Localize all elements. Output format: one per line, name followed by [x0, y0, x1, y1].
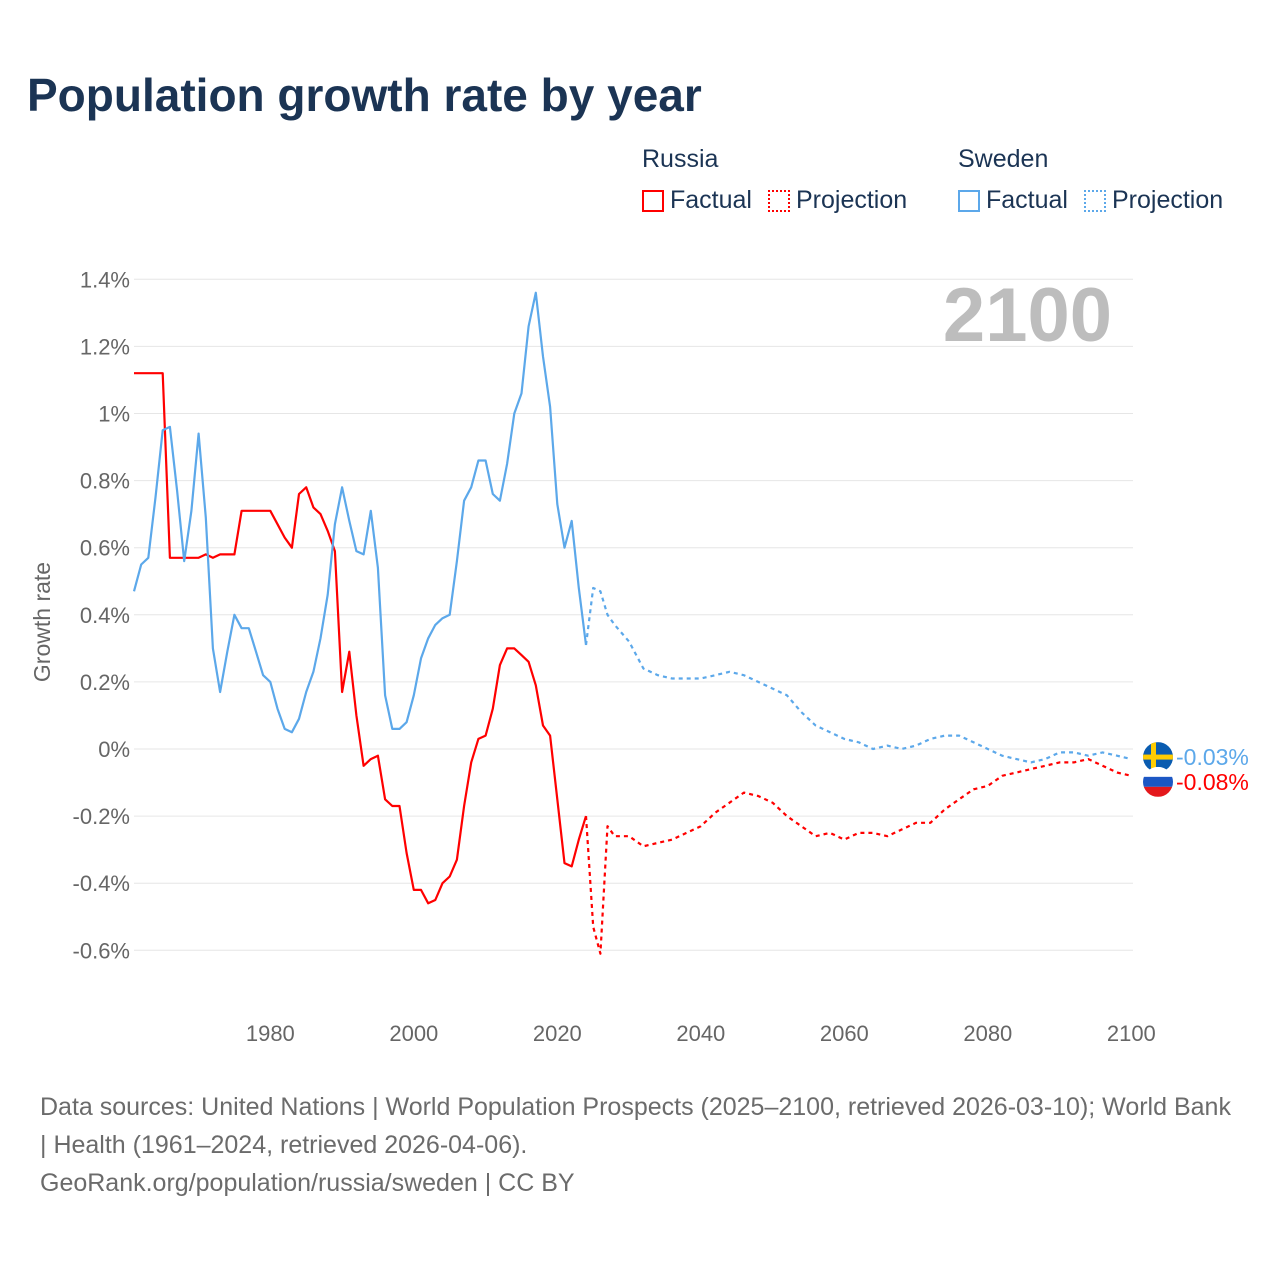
footer: Data sources: United Nations | World Pop…: [40, 1088, 1240, 1202]
y-tick-label: 1.2%: [80, 334, 130, 359]
series-line-sweden-factual: [132, 291, 588, 734]
legend-item-russia-factual[interactable]: Factual: [642, 186, 752, 215]
series-line-russia-projection: [584, 757, 1132, 955]
flag-stripe: [1143, 766, 1173, 777]
y-axis-label: Growth rate: [29, 562, 55, 682]
chart-title: Population growth rate by year: [27, 69, 702, 121]
flag-stripe: [1143, 786, 1173, 797]
legend-russia: Russia Factual Projection: [642, 145, 907, 215]
swatch-dotted-icon: [767, 189, 790, 212]
current-year-label: 2100: [942, 273, 1112, 358]
legend-item-sweden-factual[interactable]: Factual: [958, 186, 1068, 215]
x-tick-label: 2080: [963, 1021, 1012, 1046]
series-line-sweden-projection: [584, 586, 1132, 764]
y-tick-label: 0.2%: [80, 670, 130, 695]
x-tick-label: 2100: [1107, 1021, 1156, 1046]
y-tick-label: -0.2%: [73, 804, 130, 829]
legend-item-sweden-projection[interactable]: Projection: [1083, 186, 1224, 215]
flag-body: [1143, 766, 1173, 797]
legend-label: Factual: [670, 186, 752, 214]
credit-link[interactable]: GeoRank.org/population/russia/sweden | C…: [40, 1169, 575, 1197]
series-line-russia-factual: [134, 372, 588, 905]
x-tick-label: 1980: [246, 1021, 295, 1046]
russia-flag-icon: [1143, 766, 1173, 797]
end-value-label-sweden: -0.03%: [1176, 744, 1249, 770]
flag-cross: [1143, 754, 1173, 760]
swatch-solid-icon: [958, 189, 980, 212]
legend-item-russia-projection[interactable]: Projection: [767, 186, 908, 215]
y-tick-label: 1%: [98, 402, 130, 427]
y-tick-label: 0.6%: [80, 536, 130, 561]
y-tick-label: 0.8%: [80, 469, 130, 494]
flag-stripe: [1143, 776, 1173, 787]
legend-label: Factual: [986, 186, 1068, 214]
y-tick-label: -0.6%: [73, 938, 130, 963]
x-tick-label: 2040: [676, 1021, 725, 1046]
end-value-label-russia: -0.08%: [1176, 769, 1249, 795]
swatch-dotted-icon: [1083, 189, 1106, 212]
swatch-solid-icon: [642, 189, 664, 212]
y-tick-label: -0.4%: [73, 871, 130, 896]
data-sources: Data sources: United Nations | World Pop…: [40, 1093, 1231, 1159]
chart-plot: 1.4% 1.2% 1% 0.8% 0.6% 0.4% 0.2% 0% -0.2% -0.4% -0…: [29, 267, 1249, 1046]
legend-sweden: Sweden Factual Projection: [958, 145, 1223, 215]
y-tick-label: 0%: [98, 737, 130, 762]
y-tick-label: 1.4%: [80, 267, 130, 292]
x-tick-label: 2060: [820, 1021, 869, 1046]
x-tick-label: 2020: [533, 1021, 582, 1046]
y-tick-label: 0.4%: [80, 603, 130, 628]
legend-label: Projection: [795, 186, 908, 214]
legend-title-sweden: Sweden: [958, 145, 1049, 173]
legend-title-russia: Russia: [642, 145, 719, 173]
legend-label: Projection: [1111, 186, 1224, 214]
x-tick-label: 2000: [389, 1021, 438, 1046]
